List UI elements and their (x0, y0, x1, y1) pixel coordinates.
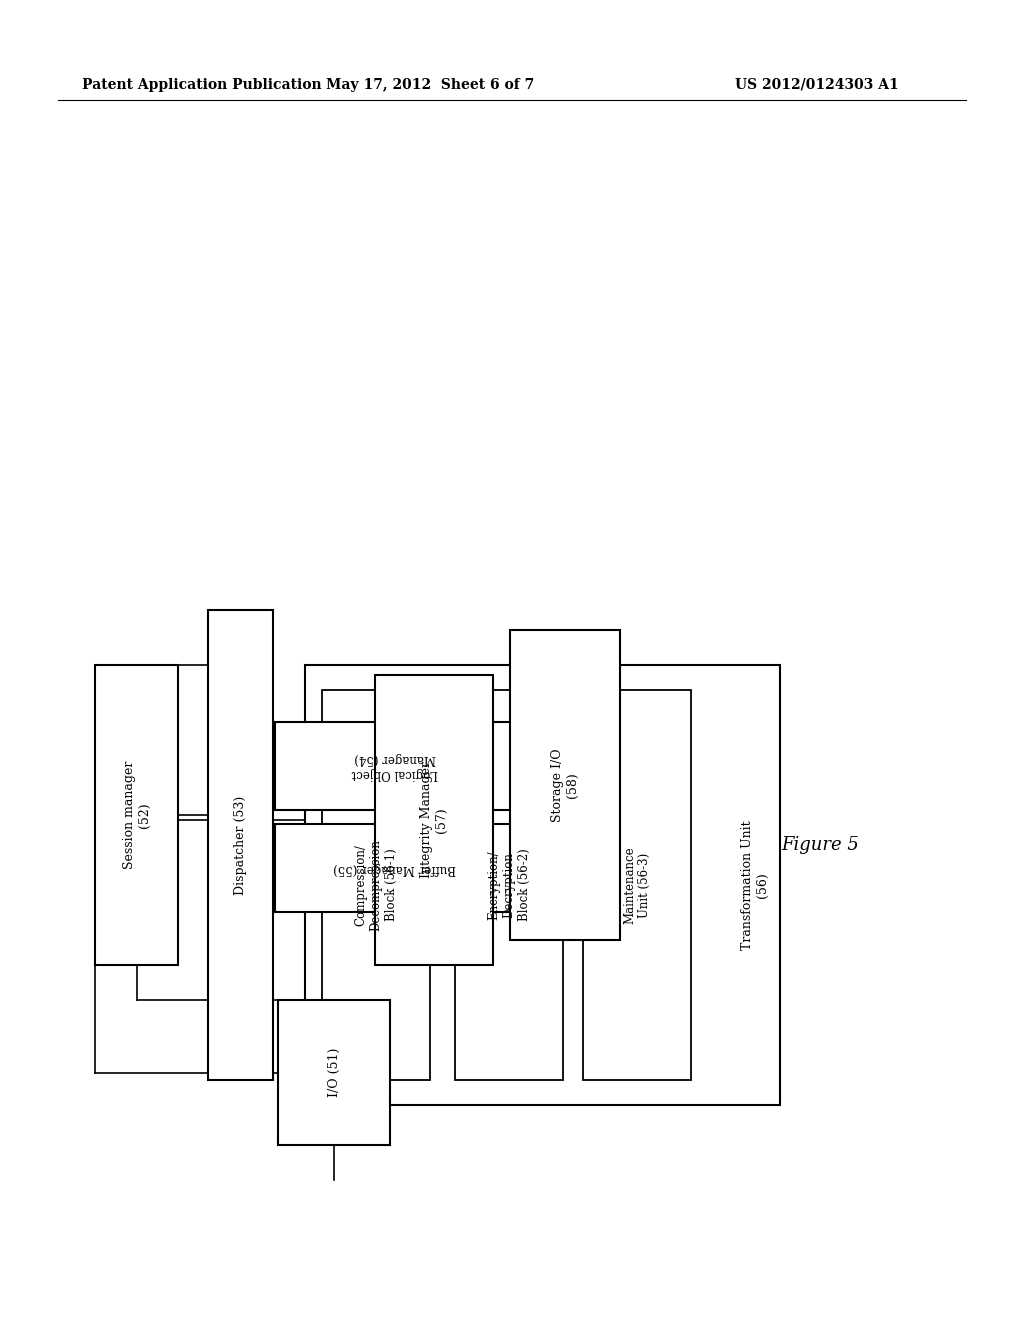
Text: Session manager
(52): Session manager (52) (123, 760, 151, 869)
Text: Storage I/O
(58): Storage I/O (58) (551, 748, 579, 822)
Text: May 17, 2012  Sheet 6 of 7: May 17, 2012 Sheet 6 of 7 (326, 78, 535, 92)
Bar (305, 665, 780, 1105)
Bar (510, 630, 620, 940)
Text: Dispatcher (53): Dispatcher (53) (234, 796, 247, 895)
Bar (455, 690, 563, 1080)
Text: Figure 5: Figure 5 (781, 836, 859, 854)
Text: Buffer Manager (55): Buffer Manager (55) (334, 862, 457, 874)
Bar (275, 824, 515, 912)
Text: Integrity Manager
(57): Integrity Manager (57) (420, 762, 449, 879)
Text: I/O (51): I/O (51) (328, 1048, 341, 1097)
Bar (583, 690, 691, 1080)
Bar (322, 690, 430, 1080)
Bar (208, 610, 273, 1080)
Text: Patent Application Publication: Patent Application Publication (82, 78, 322, 92)
Bar (375, 675, 493, 965)
Bar (278, 1001, 390, 1144)
Text: Transformation Unit
(56): Transformation Unit (56) (741, 820, 769, 950)
Bar (95, 665, 178, 965)
Text: Encryption/
Decryption
Block (56-2): Encryption/ Decryption Block (56-2) (487, 849, 530, 921)
Text: Logical Object
Manager (54): Logical Object Manager (54) (352, 752, 438, 780)
Text: Maintenance
Unit (56-3): Maintenance Unit (56-3) (623, 846, 651, 924)
Bar (275, 722, 515, 810)
Text: Compression/
Decompression
Block (56-1): Compression/ Decompression Block (56-1) (354, 840, 397, 931)
Text: US 2012/0124303 A1: US 2012/0124303 A1 (735, 78, 899, 92)
